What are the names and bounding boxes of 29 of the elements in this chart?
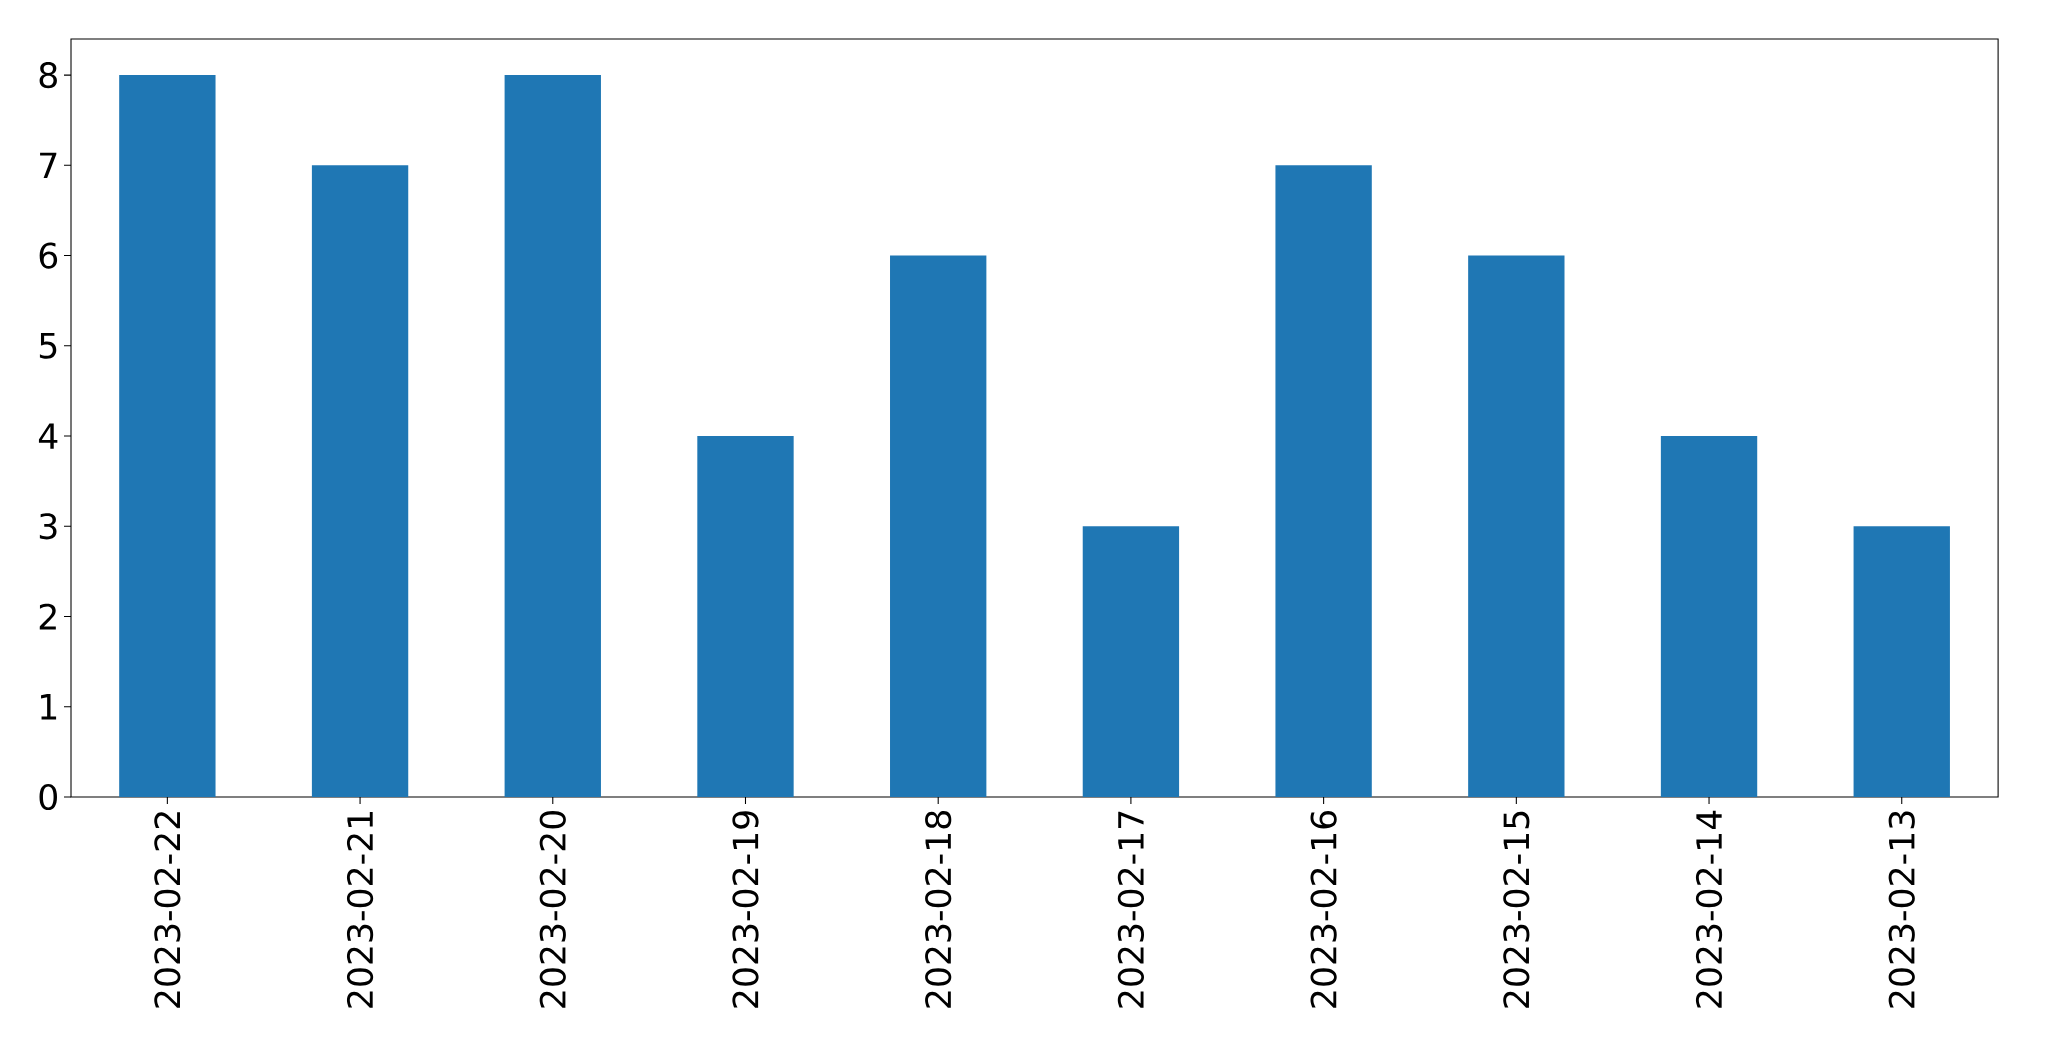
bar [311,165,409,797]
x-tick-label: 2023-02-19 [732,811,759,1008]
y-tick-label: 0 [39,783,57,811]
x-tick-label: 2023-02-15 [1503,811,1530,1008]
y-tick-label: 7 [40,152,57,178]
bar [697,436,794,797]
x-tick-label: 2023-02-22 [154,812,181,1008]
bar [1275,165,1372,797]
x-tick-label: 2023-02-17 [1117,811,1145,1008]
x-tick-label: 2023-02-21 [346,811,374,1008]
bar [1660,436,1758,797]
y-tick-label: 8 [39,61,57,89]
y-tick-label: 3 [39,513,57,540]
x-tick-label: 2023-02-18 [925,811,952,1008]
bar [504,75,601,797]
bar [890,255,987,797]
y-tick-label: 1 [41,694,57,720]
y-tick-label: 5 [39,332,57,359]
x-tick-label: 2023-02-13 [1888,811,1915,1008]
bar [1082,526,1180,797]
x-tick-label: 2023-02-16 [1310,810,1337,1008]
bar [119,75,216,797]
x-tick-label: 2023-02-20 [539,811,566,1008]
y-tick-label: 4 [38,423,58,449]
bar [1468,255,1565,797]
bar [1853,526,1950,797]
x-tick-label: 2023-02-14 [1695,810,1723,1008]
y-tick-label: 6 [39,242,58,269]
y-tick-label: 2 [39,603,56,630]
